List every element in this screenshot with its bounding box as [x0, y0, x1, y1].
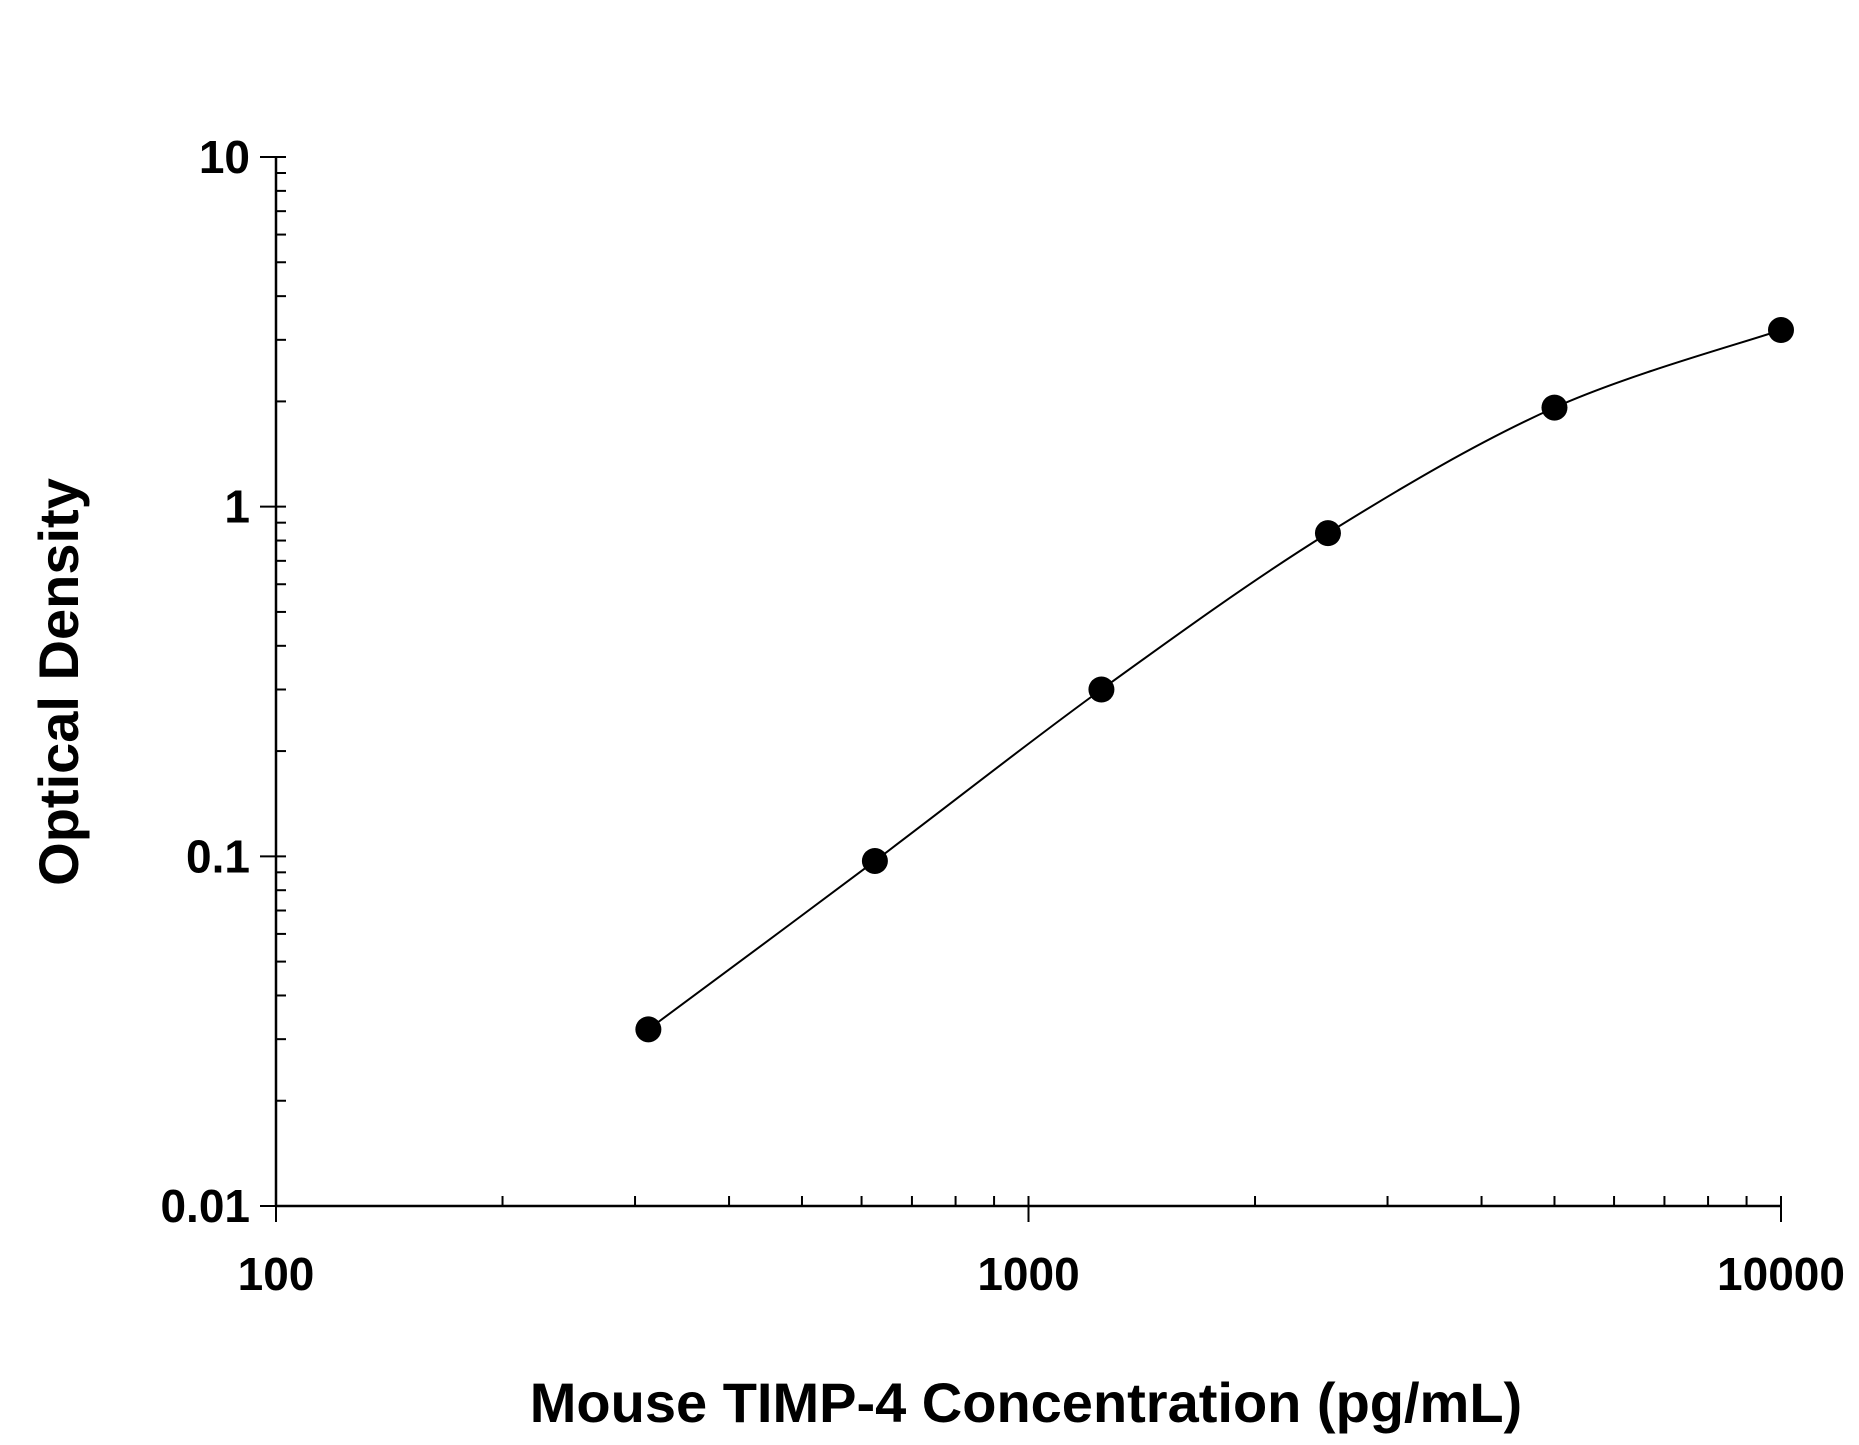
x-tick-label: 10000: [1717, 1248, 1845, 1300]
x-axis-title: Mouse TIMP-4 Concentration (pg/mL): [530, 1371, 1522, 1434]
x-tick-labels: 100 1000 10000: [238, 1248, 1845, 1300]
data-point: [861, 847, 888, 874]
y-axis-title: Optical Density: [27, 478, 90, 886]
y-tick-labels: 0.01 0.1 1 10: [160, 131, 250, 1232]
y-tick-label: 0.1: [186, 830, 250, 882]
data-point: [1541, 394, 1568, 421]
x-tick-label: 100: [238, 1248, 315, 1300]
data-points-layer: [635, 317, 1794, 1043]
data-point: [1768, 317, 1794, 344]
y-tick-label: 0.01: [160, 1180, 250, 1232]
x-tick-label: 1000: [977, 1248, 1079, 1300]
data-point: [1314, 520, 1341, 547]
fit-curve-layer: [647, 329, 1782, 1031]
y-axis: [260, 156, 286, 1207]
x-axis: [275, 1196, 1782, 1222]
fit-curve-line: [647, 329, 1782, 1031]
y-tick-label: 10: [199, 131, 250, 183]
data-point: [1088, 676, 1115, 703]
data-point: [635, 1016, 662, 1043]
y-tick-label: 1: [224, 481, 250, 533]
